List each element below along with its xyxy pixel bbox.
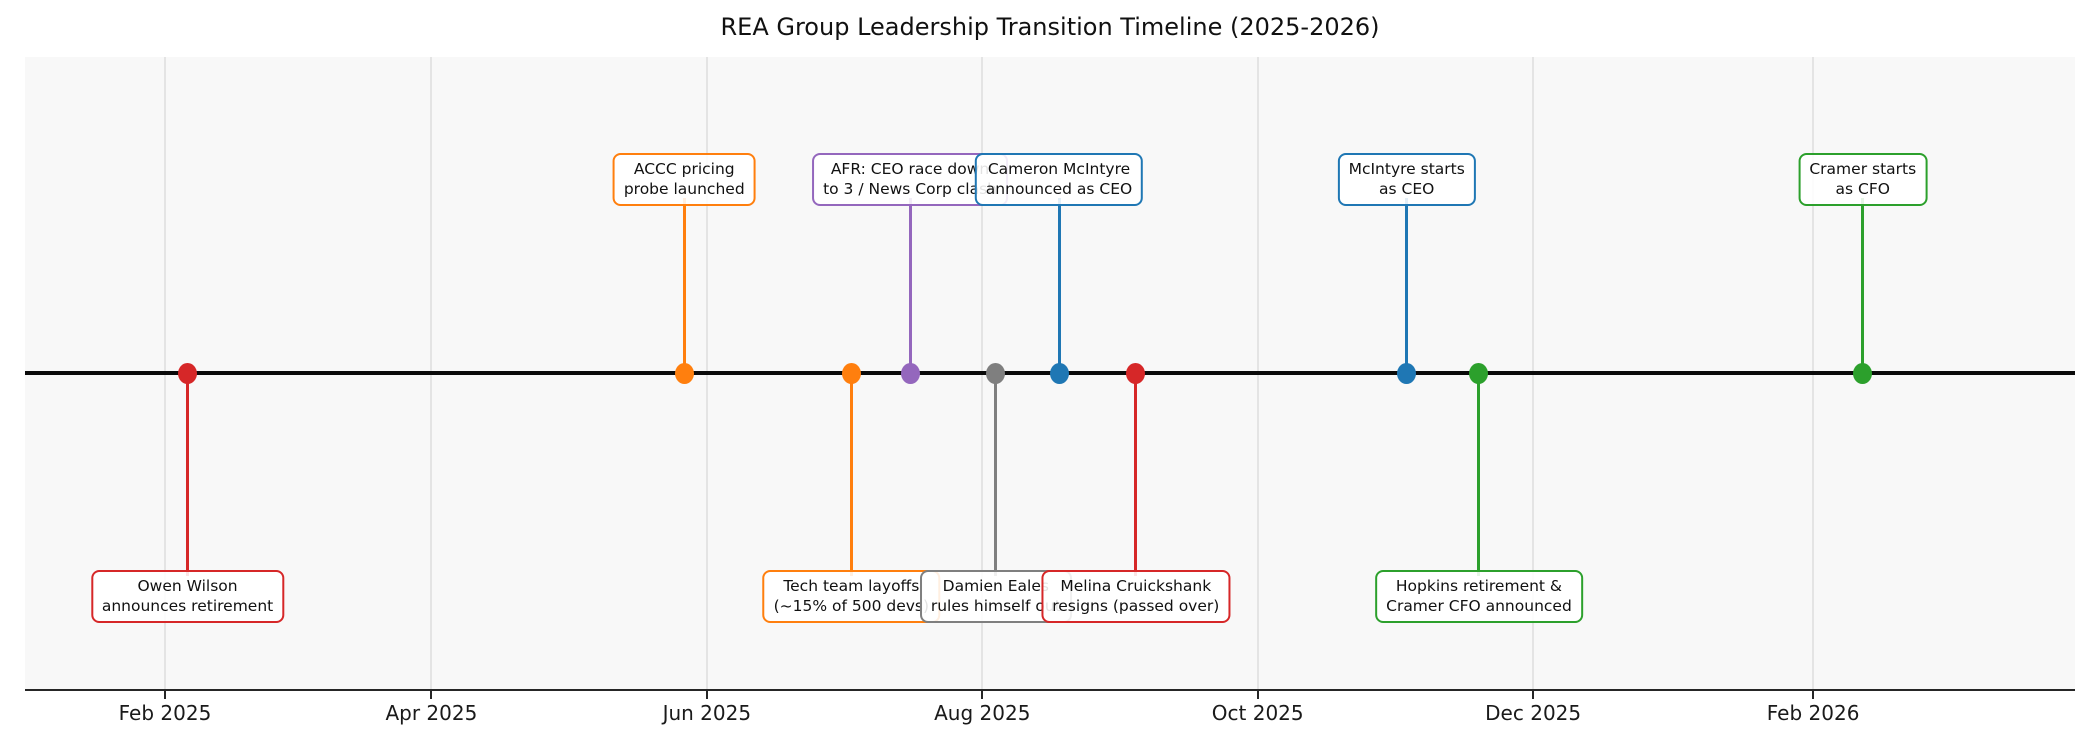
event-label-accc-pricing-probe: ACCC pricing probe launched [612,153,756,206]
event-dot-afr-ceo-race [900,362,920,384]
event-stem-owen-wilson-retirement [186,373,190,576]
x-tick-mark-5 [1532,691,1535,699]
x-axis-spine [25,689,2075,691]
event-dot-cruickshank-resigns [1126,362,1146,384]
event-label-owen-wilson-retirement: Owen Wilson announces retirement [90,570,285,623]
event-stem-mcintyre-announced [1057,198,1061,373]
event-label-cramer-starts: Cramer starts as CFO [1798,153,1928,206]
event-label-mcintyre-announced: Cameron McIntyre announced as CEO [974,153,1144,206]
event-dot-damien-eales-out [986,362,1006,384]
x-tick-label-0: Feb 2025 [118,701,212,725]
x-tick-mark-0 [163,691,166,699]
event-label-mcintyre-starts: McIntyre starts as CEO [1337,153,1476,206]
event-stem-tech-team-layoffs [849,373,853,576]
event-stem-cruickshank-resigns [1134,373,1138,576]
event-dot-accc-pricing-probe [674,362,694,384]
x-tick-label-1: Apr 2025 [385,701,478,725]
event-stem-cramer-starts [1861,198,1865,373]
event-dot-mcintyre-announced [1049,362,1069,384]
event-dot-owen-wilson-retirement [178,362,198,384]
x-tick-mark-6 [1812,691,1815,699]
x-tick-mark-2 [705,691,708,699]
event-label-tech-team-layoffs: Tech team layoffs (~15% of 500 devs) [762,570,941,623]
x-tick-label-6: Feb 2026 [1766,701,1860,725]
event-dot-mcintyre-starts [1397,362,1417,384]
event-stem-afr-ceo-race [908,198,912,373]
event-stem-damien-eales-out [994,373,998,576]
event-dot-tech-team-layoffs [841,362,861,384]
event-label-cruickshank-resigns: Melina Cruickshank resigns (passed over) [1041,570,1231,623]
x-tick-label-5: Dec 2025 [1485,701,1582,725]
event-dot-hopkins-cramer-announced [1469,362,1489,384]
event-stem-hopkins-cramer-announced [1477,373,1481,576]
chart-title: REA Group Leadership Transition Timeline… [720,13,1380,41]
event-dot-cramer-starts [1853,362,1873,384]
event-label-hopkins-cramer-announced: Hopkins retirement & Cramer CFO announce… [1375,570,1583,623]
x-tick-mark-4 [1256,691,1259,699]
event-stem-accc-pricing-probe [682,198,686,373]
x-tick-mark-1 [430,691,433,699]
x-tick-label-4: Oct 2025 [1211,701,1304,725]
event-stem-mcintyre-starts [1405,198,1409,373]
x-tick-label-2: Jun 2025 [662,701,752,725]
x-tick-label-3: Aug 2025 [934,701,1031,725]
x-tick-mark-3 [981,691,984,699]
